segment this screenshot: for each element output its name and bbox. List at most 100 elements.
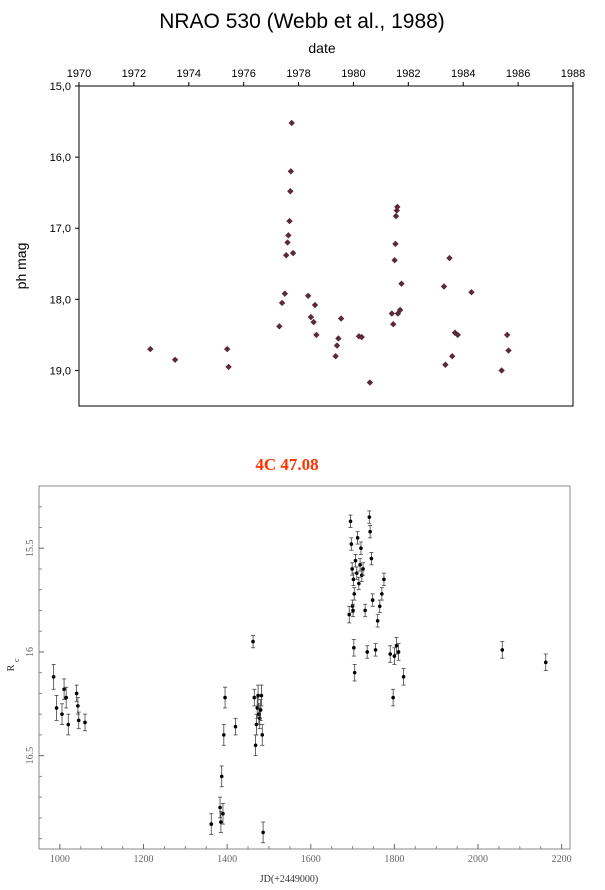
chart2-data-point xyxy=(260,733,265,737)
chart1-data-point xyxy=(446,254,453,262)
chart2-title: 4C 47.08 xyxy=(255,455,318,474)
chart2-data-point xyxy=(261,830,265,835)
chart2-data-point xyxy=(74,691,79,696)
chart2-points xyxy=(51,510,548,844)
chart1-plot-frame xyxy=(78,85,574,407)
chart1-data-point xyxy=(394,203,401,211)
chart2-data-point xyxy=(353,558,358,563)
chart2-data-point xyxy=(259,693,264,698)
chart2-data-point xyxy=(251,639,255,644)
chart1-y-tick-label: 18,0 xyxy=(50,294,71,306)
chart2-data-point xyxy=(83,720,87,725)
chart2-data-point xyxy=(54,706,59,710)
chart2-data-point xyxy=(209,822,214,826)
chart2-data-point xyxy=(500,648,505,652)
chart2-data-point xyxy=(221,811,225,816)
chart1-data-point xyxy=(503,331,511,339)
chart2-data-point xyxy=(369,556,374,561)
chart2-data-point xyxy=(391,695,395,700)
chart2-data-point xyxy=(350,567,354,571)
chart2-data-point xyxy=(219,774,224,779)
chart2-y-tick-label: 16 xyxy=(25,647,36,657)
chart1-data-point xyxy=(396,306,404,314)
chart1-data-point xyxy=(505,347,512,354)
chart2-data-point xyxy=(543,660,548,665)
chart2-data-point xyxy=(218,805,222,810)
chart1-data-point xyxy=(390,321,397,328)
chart2-x-tick-label: 1800 xyxy=(384,854,404,865)
chart2-data-point xyxy=(253,743,258,748)
chart2-data-point xyxy=(233,724,238,729)
chart1-data-point xyxy=(147,345,154,353)
chart2-data-point xyxy=(64,695,68,700)
chart2-data-point xyxy=(355,536,360,540)
chart2-data-point xyxy=(365,650,370,654)
chart2-data-point xyxy=(373,648,378,652)
chart1-title: NRAO 530 (Webb et al., 1988) xyxy=(159,10,445,33)
chart2-data-point xyxy=(66,722,71,727)
chart2-y-axis-label-subscript: c xyxy=(12,658,21,662)
chart1-data-point xyxy=(388,310,396,317)
chart1-data-point xyxy=(278,299,286,307)
chart1-x-tick-label: 1974 xyxy=(177,68,201,80)
chart1-data-point xyxy=(310,318,317,326)
chart2-data-point xyxy=(256,693,260,698)
chart2-y-tick-label: 16.5 xyxy=(25,747,36,765)
chart2-data-point xyxy=(62,687,66,692)
chart2-data-point xyxy=(361,567,365,571)
chart2-data-point xyxy=(368,529,372,534)
chart1-data-point xyxy=(454,331,461,339)
chart2-data-point xyxy=(350,604,355,609)
chart2-data-point xyxy=(359,546,363,551)
chart1-data-point xyxy=(307,313,315,321)
chart2-data-point xyxy=(352,592,357,596)
chart1-data-point xyxy=(284,239,291,246)
chart1-data-point xyxy=(288,119,295,127)
chart2-data-point xyxy=(388,652,393,656)
chart1-y-ticks: 15,0 16,0 17,0 18,0 19,0 xyxy=(50,81,79,377)
chart1-data-point xyxy=(304,292,312,299)
chart2-data-point xyxy=(382,577,386,582)
chart2-data-point xyxy=(257,716,262,721)
chart2-data-point xyxy=(396,650,401,654)
nrao530-chart: NRAO 530 (Webb et al., 1988) date ph mag… xyxy=(13,10,585,407)
chart1-data-point xyxy=(283,252,290,259)
chart1-y-tick-label: 19,0 xyxy=(50,365,71,377)
chart1-data-point xyxy=(285,232,292,239)
chart1-x-tick-label: 1970 xyxy=(67,68,91,80)
chart2-data-point xyxy=(255,706,260,710)
chart1-x-tick-label: 1978 xyxy=(286,68,310,80)
chart2-plot-frame xyxy=(38,485,571,850)
chart1-data-point xyxy=(171,356,179,363)
chart1-x-tick-label: 1980 xyxy=(341,68,365,80)
chart2-data-point xyxy=(351,608,355,613)
chart1-data-point xyxy=(281,290,289,297)
chart1-data-point xyxy=(333,342,341,349)
chart1-y-tick-label: 17,0 xyxy=(50,223,71,235)
chart1-x-ticks: 1970 1972 1974 1976 1978 1980 1982 1984 1986 1988 xyxy=(67,68,585,86)
chart1-data-point xyxy=(224,345,231,353)
chart1-x-tick-label: 1972 xyxy=(122,68,146,80)
chart2-x-tick-label: 1600 xyxy=(301,854,321,865)
chart2-data-point xyxy=(352,645,356,650)
chart1-data-point xyxy=(358,333,365,341)
chart1-data-point xyxy=(440,283,448,290)
chart2-x-ticks: 1000 1200 1400 1600 1800 2000 2200 xyxy=(50,844,572,865)
chart2-y-ticks: 15.5 16 16.5 xyxy=(25,506,44,840)
chart2-data-point xyxy=(401,675,406,679)
chart2-data-point xyxy=(351,577,356,582)
4c4708-chart: 4C 47.08 JD(+2449000) R c 1000 1200 1400 16… xyxy=(6,455,572,885)
chart1-data-point xyxy=(286,217,293,225)
chart1-data-point xyxy=(337,315,345,322)
chart1-data-point xyxy=(311,301,319,309)
chart1-data-point xyxy=(366,379,374,386)
chart2-y-axis-label: R xyxy=(6,664,17,671)
chart1-y-tick-label: 15,0 xyxy=(50,81,71,93)
chart2-data-point xyxy=(370,598,375,602)
chart2-data-point xyxy=(394,643,399,648)
chart2-data-point xyxy=(348,519,353,524)
chart1-data-point xyxy=(313,331,320,339)
chart1-data-point xyxy=(287,168,295,175)
chart2-data-point xyxy=(392,654,397,658)
